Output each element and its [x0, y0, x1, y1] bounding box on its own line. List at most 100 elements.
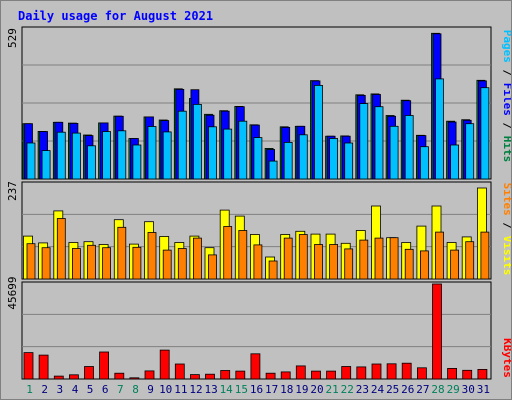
x-tick-label-8: 8 [132, 383, 139, 396]
bar-kbytes-day-10 [159, 349, 170, 380]
x-tick-label-1: 1 [26, 383, 33, 396]
bar-kbytes-day-31 [477, 368, 488, 380]
bar-pages-day-21 [329, 138, 339, 180]
bar-kbytes-day-30 [462, 369, 473, 380]
bar-pages-day-4 [72, 132, 81, 180]
bar-sites-day-5 [87, 244, 96, 280]
bar-pages-day-3 [56, 131, 66, 180]
bar-sites-day-7 [117, 226, 127, 280]
bar-kbytes-day-20 [311, 370, 321, 380]
bar-pages-day-31 [480, 87, 490, 180]
bar-pages-day-26 [404, 115, 414, 180]
bar-kbytes-day-2 [38, 354, 49, 380]
bar-kbytes-day-16 [250, 353, 261, 380]
x-tick-label-27: 27 [416, 383, 429, 396]
bar-sites-day-15 [238, 230, 248, 280]
x-tick-label-7: 7 [117, 383, 124, 396]
bar-pages-day-9 [147, 126, 157, 180]
legend-pages: Pages [501, 30, 511, 63]
bar-pages-day-29 [450, 144, 460, 180]
bar-pages-day-11 [177, 110, 187, 180]
bar-pages-day-30 [465, 123, 475, 180]
bar-pages-day-5 [87, 145, 96, 180]
legend-separator: / [501, 116, 511, 136]
x-tick-label-9: 9 [147, 383, 154, 396]
bar-pages-day-17 [268, 160, 278, 180]
bar-sites-day-24 [374, 237, 384, 280]
bar-sites-day-30 [465, 241, 475, 280]
bar-kbytes-day-14 [220, 370, 231, 380]
x-tick-label-10: 10 [159, 383, 172, 396]
bar-sites-day-2 [41, 247, 51, 280]
x-tick-label-25: 25 [386, 383, 399, 396]
x-axis-labels: 1 2 3 4 5 6 7 8 9 10 11 12 13 14 15 16 17 18 19 20 21 22 23 24 2… [26, 383, 490, 396]
x-tick-label-18: 18 [280, 383, 293, 396]
bar-kbytes-day-19 [295, 365, 306, 380]
bar-pages-day-12 [192, 104, 202, 180]
x-tick-label-24: 24 [371, 383, 385, 396]
bar-pages-day-20 [314, 85, 323, 180]
x-tick-label-3: 3 [56, 383, 63, 396]
bar-sites-day-18 [283, 237, 293, 280]
bar-kbytes-day-1 [23, 352, 34, 380]
bar-sites-day-8 [132, 246, 142, 280]
bar-sites-day-29 [450, 249, 460, 280]
middle-y-tick-label: 237 [6, 181, 19, 201]
x-tick-label-15: 15 [235, 383, 248, 396]
bar-pages-day-28 [435, 78, 444, 180]
bar-kbytes-day-11 [174, 363, 185, 380]
bar-sites-day-12 [192, 237, 202, 280]
legend-kbytes: KBytes [501, 338, 511, 378]
chart-bars [22, 32, 490, 380]
bar-pages-day-27 [419, 146, 429, 180]
bar-pages-day-16 [253, 137, 263, 180]
bar-sites-day-25 [389, 237, 399, 280]
bar-sites-day-21 [329, 244, 339, 280]
bar-pages-day-8 [132, 144, 142, 180]
bar-pages-day-14 [223, 128, 233, 180]
bar-sites-day-26 [404, 248, 414, 280]
bar-sites-day-11 [177, 248, 187, 280]
bar-sites-day-28 [435, 231, 444, 280]
bar-kbytes-day-23 [356, 366, 367, 380]
x-tick-label-11: 11 [174, 383, 187, 396]
bar-pages-day-10 [162, 131, 172, 180]
bar-kbytes-day-26 [401, 362, 412, 380]
bar-kbytes-day-22 [341, 366, 352, 380]
bar-sites-day-13 [208, 254, 217, 280]
x-tick-label-6: 6 [102, 383, 109, 396]
x-tick-label-30: 30 [462, 383, 475, 396]
bar-kbytes-day-27 [416, 367, 427, 380]
top-legend: Pages / Files / Hits [501, 30, 511, 163]
bar-pages-day-7 [117, 130, 127, 180]
bar-sites-day-17 [268, 260, 278, 280]
bar-sites-day-3 [56, 218, 66, 280]
bar-kbytes-day-24 [371, 363, 382, 380]
bar-kbytes-day-18 [280, 371, 291, 380]
bar-kbytes-day-17 [265, 372, 276, 380]
bar-kbytes-day-21 [326, 370, 337, 380]
x-tick-label-28: 28 [431, 383, 444, 396]
legend-separator: / [501, 63, 511, 83]
x-tick-label-5: 5 [87, 383, 94, 396]
bar-kbytes-day-28 [432, 283, 442, 380]
bar-sites-day-27 [419, 250, 429, 280]
bar-kbytes-day-15 [235, 370, 246, 380]
bottom-y-tick-label: 45699 [6, 276, 19, 309]
middle-legend: Sites / Visits [501, 183, 511, 276]
x-tick-label-14: 14 [220, 383, 234, 396]
bar-kbytes-day-4 [69, 374, 79, 380]
bar-sites-day-23 [359, 239, 369, 280]
bar-kbytes-day-13 [205, 373, 215, 380]
bar-kbytes-day-12 [189, 374, 200, 380]
bar-sites-day-19 [298, 234, 308, 280]
bar-pages-day-22 [344, 142, 354, 180]
chart-panels [21, 26, 492, 380]
bar-pages-day-13 [208, 126, 217, 180]
bar-pages-day-24 [374, 106, 384, 180]
x-tick-label-26: 26 [401, 383, 414, 396]
legend-files: Files [501, 83, 511, 116]
legend-separator: / [501, 216, 511, 236]
x-tick-label-16: 16 [250, 383, 263, 396]
